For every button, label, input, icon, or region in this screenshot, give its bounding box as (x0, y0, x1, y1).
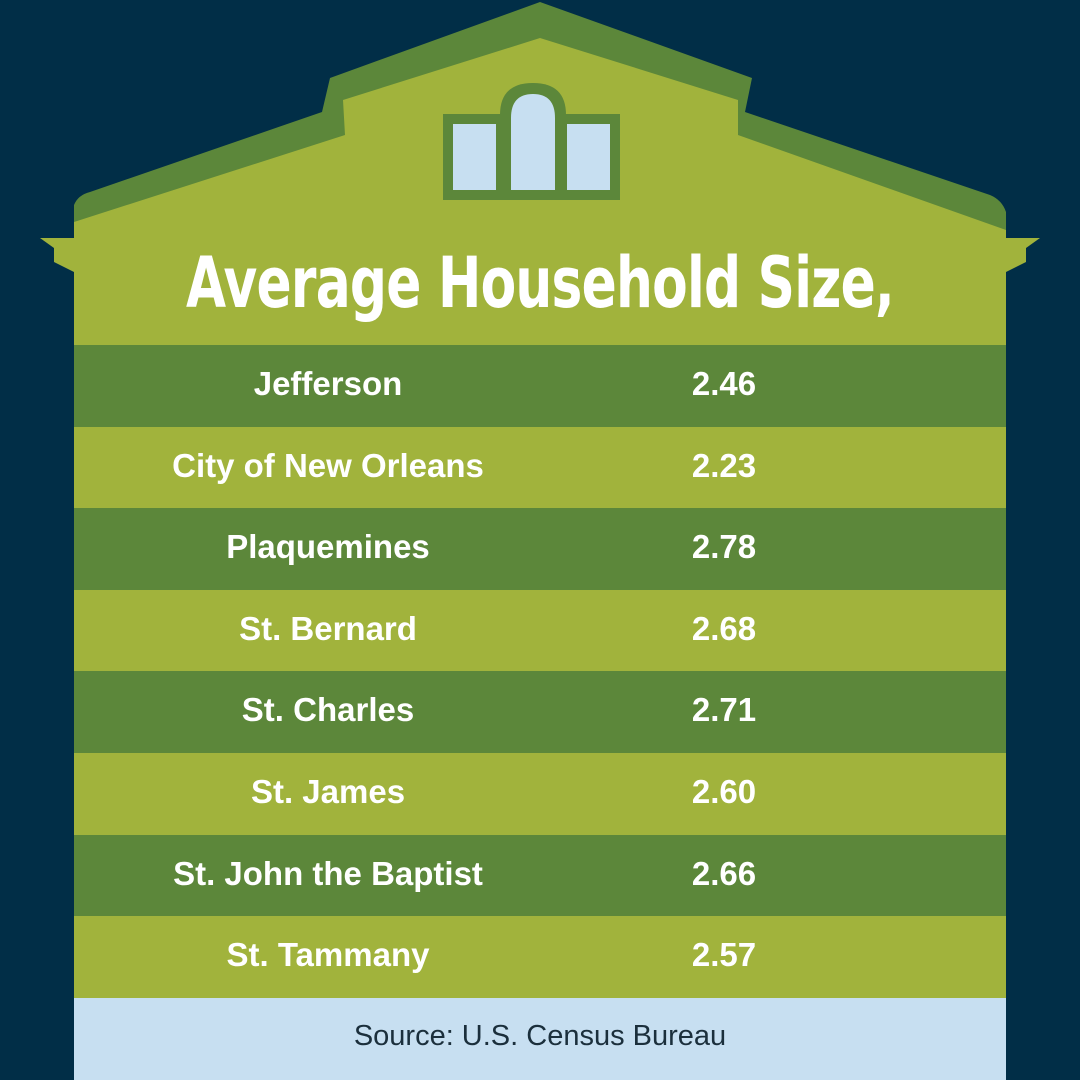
row-value: 2.23 (691, 446, 757, 484)
row-value: 2.71 (691, 691, 757, 729)
row-value: 2.66 (691, 854, 757, 892)
table-row: Plaquemines 2.78 (74, 508, 1006, 591)
row-label: City of New Orleans (172, 446, 484, 484)
chart-title: Average Household Size, 2020 (185, 242, 895, 434)
row-label: St. James (250, 773, 406, 810)
row-value: 2.78 (691, 528, 757, 566)
row-label: St. Tammany (226, 936, 430, 974)
row-label: St. John the Baptist (173, 854, 483, 892)
row-label: Plaquemines (226, 528, 430, 566)
row-value: 2.68 (691, 609, 757, 647)
row-value: 2.46 (691, 365, 757, 402)
row-label: Jefferson (253, 365, 403, 402)
row-label: St. Charles (241, 691, 415, 729)
table-row: St. John the Baptist 2.66 (74, 834, 1006, 917)
row-value: 2.60 (691, 773, 757, 810)
table-row: St. Bernard 2.68 (74, 589, 1006, 672)
table-row: City of New Orleans 2.23 (74, 426, 1006, 509)
table-row: St. Tammany 2.57 (74, 916, 1006, 999)
row-value: 2.57 (691, 936, 757, 974)
table-row: St. James 2.60 (74, 753, 1006, 835)
row-label: St. Bernard (239, 609, 417, 647)
table-row: St. Charles 2.71 (74, 671, 1006, 754)
table-row: Jefferson 2.46 (74, 345, 1006, 427)
arched-window-icon (443, 83, 620, 200)
data-table: Jefferson 2.46 City of New Orleans 2.23 Plaq… (74, 345, 1006, 999)
source-note: Source: U.S. Census Bureau (74, 998, 1006, 1080)
